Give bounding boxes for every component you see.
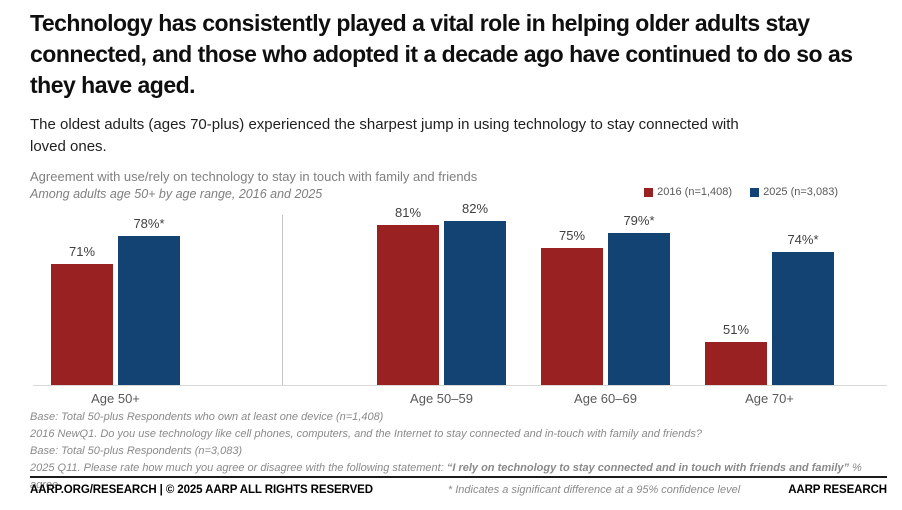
legend-swatch xyxy=(644,187,654,197)
bar-value-label: 71% xyxy=(68,244,96,259)
x-axis-label: Age 50+ xyxy=(91,391,140,406)
footer-divider-line xyxy=(30,476,887,478)
bar-2016-age-70- xyxy=(705,342,767,385)
legend-item-2025: 2025 (n=3,083) xyxy=(750,186,838,198)
footnote-quoted-statement: “I rely on technology to stay connected … xyxy=(446,462,849,474)
x-axis-line xyxy=(33,385,887,386)
significance-note: * Indicates a significant difference at … xyxy=(447,484,741,496)
headline: Technology has consistently played a vit… xyxy=(30,10,853,98)
bar-value-label: 51% xyxy=(722,322,750,337)
footnote-line: 2016 NewQ1. Do you use technology like c… xyxy=(30,428,703,440)
footnote-prefix: 2025 Q11. Please rate how much you agree… xyxy=(30,462,447,474)
footnote-suffix: % agree xyxy=(30,462,862,491)
x-axis-labels: Age 50+ Age 50–59 Age 60–69 Age 70+ xyxy=(33,391,887,409)
bar-2025-age-60-69 xyxy=(608,233,670,385)
group-divider-line xyxy=(282,215,283,385)
bar-value-label: 74%* xyxy=(787,232,819,247)
footer-bar: AARP.ORG/RESEARCH | © 2025 AARP ALL RIGH… xyxy=(30,484,887,496)
x-axis-label: Age 60–69 xyxy=(574,391,637,406)
bar-chart-plot: 71% 78%* 81% 82% 75% 79%* 51% 74%* xyxy=(33,201,887,386)
footnotes: Base: Total 50-plus Respondents who own … xyxy=(30,409,890,494)
x-axis-label: Age 50–59 xyxy=(410,391,473,406)
bar-2016-age-50-59 xyxy=(377,225,439,385)
bar-value-label: 82% xyxy=(461,201,489,216)
bar-2025-age-70- xyxy=(772,252,834,385)
chart-legend: 2016 (n=1,408) 2025 (n=3,083) xyxy=(644,186,838,198)
bar-value-label: 81% xyxy=(394,205,422,220)
bar-value-label: 79%* xyxy=(623,213,655,228)
legend-label: 2025 (n=3,083) xyxy=(763,186,838,198)
chart-title: Agreement with use/rely on technology to… xyxy=(30,169,478,184)
legend-swatch xyxy=(750,187,760,197)
legend-label: 2016 (n=1,408) xyxy=(657,186,733,198)
bar-2025-age-50- xyxy=(118,236,180,385)
x-axis-label: Age 70+ xyxy=(745,391,794,406)
bar-value-label: 78%* xyxy=(133,216,165,231)
bar-2016-age-60-69 xyxy=(541,248,603,385)
footer-source: AARP.ORG/RESEARCH | © 2025 AARP ALL RIGH… xyxy=(30,484,373,496)
bar-2016-age-50- xyxy=(51,264,113,385)
footnote-line: Base: Total 50-plus Respondents who own … xyxy=(30,411,384,423)
subtitle: The oldest adults (ages 70-plus) experie… xyxy=(30,116,739,155)
chart-subtitle: Among adults age 50+ by age range, 2016 … xyxy=(30,187,323,201)
bar-value-label: 75% xyxy=(558,228,586,243)
footnote-line: Base: Total 50-plus Respondents (n=3,083… xyxy=(30,445,243,457)
aarp-research-label: AARP RESEARCH xyxy=(788,484,887,496)
legend-item-2016: 2016 (n=1,408) xyxy=(644,186,732,198)
footnote-line: 2025 Q11. Please rate how much you agree… xyxy=(30,460,890,494)
bar-2025-age-50-59 xyxy=(444,221,506,385)
